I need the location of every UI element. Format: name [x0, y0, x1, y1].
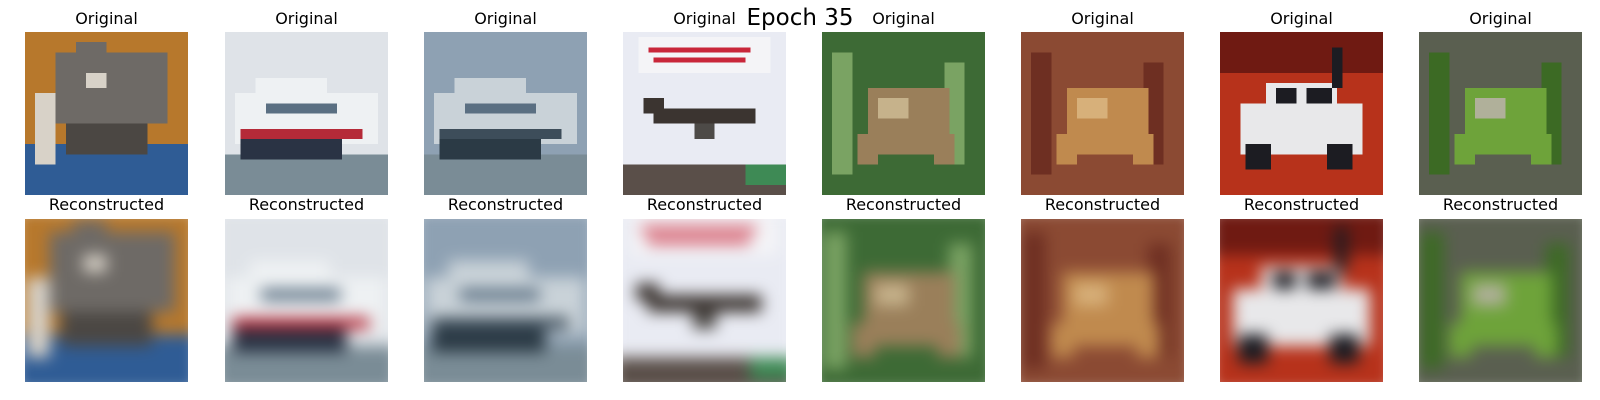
- reconstructed-image-content: [225, 219, 388, 382]
- original-label: Original: [474, 9, 537, 28]
- reconstructed-label: Reconstructed: [646, 195, 763, 214]
- original-image: [424, 32, 587, 195]
- reconstructed-image-content: [1419, 219, 1582, 382]
- original-label: Original: [1469, 9, 1532, 28]
- reconstructed-image: [25, 219, 188, 382]
- original-label: Original: [75, 9, 138, 28]
- original-image: [225, 32, 388, 195]
- reconstructed-image: [1419, 219, 1582, 382]
- original-image: [623, 32, 786, 195]
- reconstructed-image-content: [623, 219, 786, 382]
- reconstructed-image: [1220, 219, 1383, 382]
- reconstructed-label: Reconstructed: [1243, 195, 1360, 214]
- original-image: [1021, 32, 1184, 195]
- reconstructed-image: [424, 219, 587, 382]
- original-label: Original: [673, 9, 736, 28]
- figure-title: Epoch 35: [746, 5, 854, 31]
- original-label: Original: [1270, 9, 1333, 28]
- original-image: [1220, 32, 1383, 195]
- original-image: [25, 32, 188, 195]
- reconstructed-label: Reconstructed: [1442, 195, 1559, 214]
- reconstructed-image: [1021, 219, 1184, 382]
- reconstructed-image-content: [25, 219, 188, 382]
- reconstructed-image: [623, 219, 786, 382]
- original-image: [1419, 32, 1582, 195]
- reconstructed-image: [822, 219, 985, 382]
- original-label: Original: [1071, 9, 1134, 28]
- reconstructed-label: Reconstructed: [1044, 195, 1161, 214]
- reconstructed-image: [225, 219, 388, 382]
- reconstructed-image-content: [1021, 219, 1184, 382]
- reconstructed-image-content: [1220, 219, 1383, 382]
- original-image: [822, 32, 985, 195]
- reconstructed-label: Reconstructed: [248, 195, 365, 214]
- reconstructed-image-content: [424, 219, 587, 382]
- reconstructed-label: Reconstructed: [48, 195, 165, 214]
- original-label: Original: [275, 9, 338, 28]
- reconstructed-image-content: [822, 219, 985, 382]
- reconstructed-label: Reconstructed: [845, 195, 962, 214]
- original-label: Original: [872, 9, 935, 28]
- reconstructed-label: Reconstructed: [447, 195, 564, 214]
